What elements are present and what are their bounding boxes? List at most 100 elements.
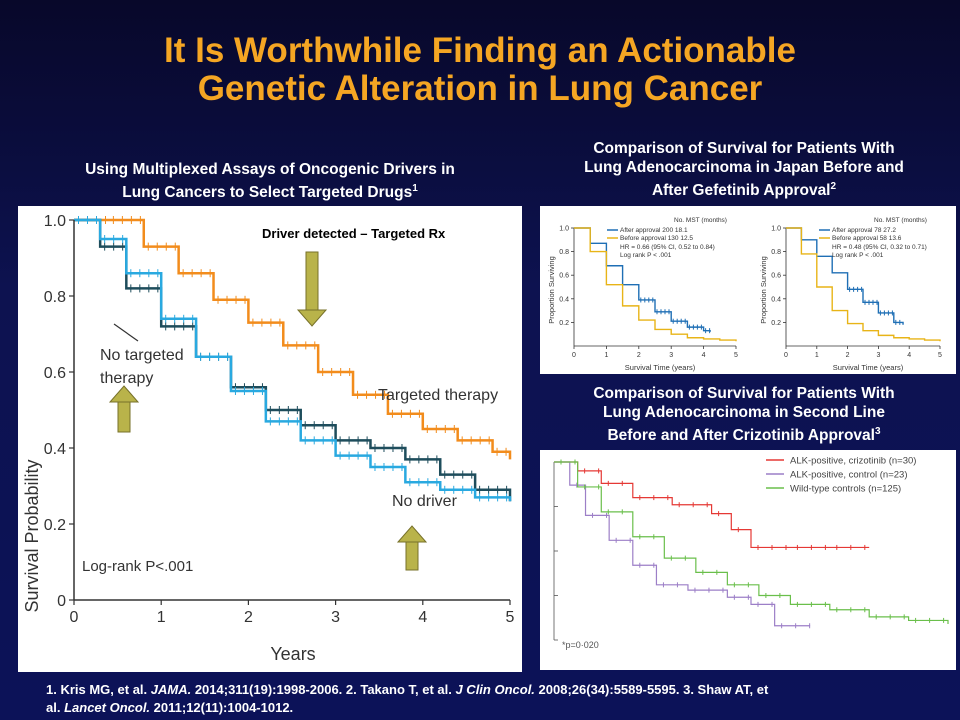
takano-a-legend-header: No. MST (months) — [674, 217, 727, 224]
ref1-a: 1. Kris MG, et al. — [46, 682, 151, 697]
ref3-b: 2011;12(11):1004-1012. — [150, 700, 294, 715]
kris-label-targeted: Targeted therapy — [378, 387, 498, 404]
left-heading-line2: Lung Cancers to Select Targeted Drugs — [122, 184, 413, 202]
takano-a-series-after — [574, 227, 711, 332]
left-chart-heading: Using Multiplexed Assays of Oncogenic Dr… — [20, 160, 520, 202]
takano-b-ytick-label: 0.4 — [771, 296, 781, 303]
kris-xtick-label: 3 — [331, 609, 340, 626]
takano-b-series-after — [786, 227, 904, 325]
takano-a-ytick-label: 0.6 — [559, 273, 569, 280]
references-line1: 1. Kris MG, et al. JAMA. 2014;311(19):19… — [46, 681, 946, 699]
kris-annotation-pvalue: Log-rank P<.001 — [82, 558, 193, 575]
takano-a-ytick-label: 1.0 — [559, 226, 569, 233]
takano-b-xtick-label: 0 — [784, 352, 788, 359]
takano-a-logrank-text: Log rank P < .001 — [620, 252, 672, 259]
kris-label-no-targeted-2: therapy — [100, 370, 153, 387]
shaw-chart-panel: ALK-positive, crizotinib (n=30) ALK-posit… — [540, 450, 956, 670]
shaw-legend-label: ALK-positive, control (n=23) — [790, 470, 908, 481]
right-bottom-heading-line3-wrap: Before and After Crizotinib Approval3 — [530, 422, 958, 445]
right-top-heading-line1: Comparison of Survival for Patients With — [593, 140, 895, 157]
kris-ytick-label: 1.0 — [44, 213, 66, 230]
kris-chart-panel: 0 0.2 0.4 0.6 0.8 1.0 0 1 2 3 4 5 Survival Probabil… — [18, 206, 522, 672]
right-top-heading-line3: After Gefetinib Approval — [651, 182, 831, 200]
kris-series-no-targeted — [74, 218, 512, 502]
takano-a-xtick-label: 1 — [604, 352, 608, 359]
takano-b-ylabel: Proportion Surviving — [759, 256, 768, 324]
takano-b-ytick-label: 0.6 — [771, 273, 781, 280]
takano-a-ylabel: Proportion Surviving — [547, 256, 556, 324]
kris-xlabel: Years — [270, 644, 315, 664]
references-line2: al. Lancet Oncol. 2011;12(11):1004-1012. — [46, 699, 946, 717]
takano-chart-b-panel: 0.2 0.4 0.6 0.8 1.0 0 1 2 3 4 5 Proportion Survivi… — [752, 206, 956, 374]
takano-a-ytick-label: 0.4 — [559, 296, 569, 303]
takano-b-xtick-label: 4 — [907, 352, 911, 359]
kris-ytick-label: 0 — [57, 593, 66, 610]
takano-b-ytick-label: 0.8 — [771, 249, 781, 256]
ref2-journal: J Clin Oncol. — [455, 682, 535, 697]
arrow-down-icon — [296, 251, 328, 327]
takano-b-series-before — [786, 227, 941, 342]
right-bottom-heading-line3: Before and After Crizotinib Approval — [607, 427, 875, 445]
takano-a-xtick-label: 3 — [669, 352, 673, 359]
kris-ytick-label: 0.6 — [44, 365, 66, 382]
takano-b-xlabel: Survival Time (years) — [833, 363, 904, 372]
kris-pointer-line — [113, 323, 139, 342]
kris-series-targeted — [74, 218, 512, 460]
takano-b-xtick-label: 2 — [846, 352, 850, 359]
takano-a-xtick-label: 4 — [702, 352, 706, 359]
takano-b-xtick-label: 1 — [815, 352, 819, 359]
takano-b-hr-text: HR = 0.48 (95% CI, 0.32 to 0.71) — [832, 244, 927, 251]
takano-a-xlabel: Survival Time (years) — [625, 363, 696, 372]
ref2-b: 2008;26(34):5589-5595. 3. Shaw AT, et — [534, 682, 769, 697]
kris-ylabel: Survival Probability — [22, 459, 42, 612]
kris-xtick-label: 4 — [418, 609, 427, 626]
ref3-journal: Lancet Oncol. — [64, 700, 151, 715]
slide-title-line1: It Is Worthwhile Finding an Actionable — [164, 31, 796, 70]
shaw-legend-label: Wild-type controls (n=125) — [790, 484, 901, 495]
right-top-heading: Comparison of Survival for Patients With… — [530, 139, 958, 200]
kris-ytick-label: 0.8 — [44, 289, 66, 306]
shaw-series-wild-type — [554, 461, 949, 624]
takano-b-legend-header: No. MST (months) — [874, 217, 927, 224]
takano-a-legend-row1: After approval 200 18.1 — [620, 227, 688, 234]
left-heading-line1: Using Multiplexed Assays of Oncogenic Dr… — [85, 161, 455, 178]
kris-annotation-top: Driver detected – Targeted Rx — [262, 226, 446, 241]
takano-a-series-before — [574, 227, 737, 342]
takano-b-ytick-label: 0.2 — [771, 320, 781, 327]
ref1-b: 2014;311(19):1998-2006. 2. Takano T, et … — [191, 682, 456, 697]
slide-title-line2: Genetic Alteration in Lung Cancer — [197, 69, 763, 108]
takano-b-xtick-label: 3 — [876, 352, 880, 359]
right-top-heading-line3-wrap: After Gefetinib Approval2 — [530, 177, 958, 200]
takano-a-xtick-label: 2 — [637, 352, 641, 359]
takano-b-legend-row1: After approval 78 27.2 — [832, 227, 896, 234]
shaw-legend-label: ALK-positive, crizotinib (n=30) — [790, 456, 916, 467]
takano-a-xtick-label: 0 — [572, 352, 576, 359]
kris-xtick-label: 0 — [70, 609, 79, 626]
shaw-survival-chart: ALK-positive, crizotinib (n=30) ALK-posit… — [553, 456, 949, 650]
ref3-a: al. — [46, 700, 65, 715]
takano-a-hr-text: HR = 0.66 (95% CI, 0.52 to 0.84) — [620, 244, 715, 251]
kris-series-no-driver — [74, 218, 512, 502]
right-bottom-heading-line2: Lung Adenocarcinoma in Second Line — [603, 404, 885, 421]
right-bottom-heading-sup: 3 — [874, 426, 881, 437]
takano-b-legend-row2: Before approval 58 13.6 — [832, 235, 902, 242]
takano-a-ytick-label: 0.2 — [559, 320, 569, 327]
ref1-journal: JAMA. — [150, 682, 192, 697]
right-top-heading-line2: Lung Adenocarcinoma in Japan Before and — [584, 159, 904, 176]
left-heading-sup: 1 — [412, 183, 418, 194]
kris-survival-chart: 0 0.2 0.4 0.6 0.8 1.0 0 1 2 3 4 5 Survival Probabil… — [22, 213, 515, 664]
kris-label-no-targeted-1: No targeted — [100, 347, 184, 364]
takano-b-logrank-text: Log rank P < .001 — [832, 252, 884, 259]
kris-xtick-label: 5 — [506, 609, 515, 626]
kris-ytick-label: 0.2 — [44, 517, 66, 534]
right-bottom-heading: Comparison of Survival for Patients With… — [530, 384, 958, 445]
takano-a-ytick-label: 0.8 — [559, 249, 569, 256]
arrow-up-icon — [396, 525, 428, 571]
arrow-up-icon — [108, 385, 140, 433]
right-bottom-heading-line1: Comparison of Survival for Patients With — [593, 385, 895, 402]
takano-b-xtick-label: 5 — [938, 352, 942, 359]
takano-a-xtick-label: 5 — [734, 352, 738, 359]
takano-a-legend-row2: Before approval 130 12.5 — [620, 235, 693, 242]
shaw-series-alk-control — [554, 461, 811, 627]
right-top-heading-sup: 2 — [830, 181, 837, 192]
